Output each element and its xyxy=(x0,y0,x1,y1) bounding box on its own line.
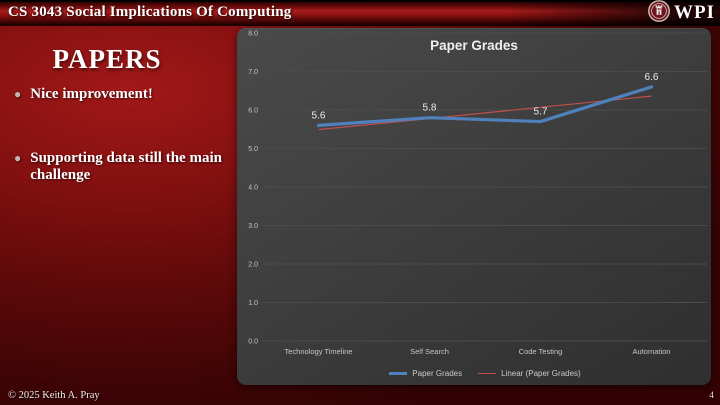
bullet-text: Nice improvement! xyxy=(30,86,153,102)
wpi-logo: WPI xyxy=(648,0,715,27)
slide-title: PAPERS xyxy=(52,44,162,74)
bullet-icon: ● xyxy=(14,151,22,165)
x-category-label: Self Search xyxy=(410,347,449,356)
legend-line-blue-icon xyxy=(389,372,408,375)
x-category-label: Automation xyxy=(633,347,671,356)
y-tick-label: 3.0 xyxy=(248,223,258,230)
bullet-item: ● Supporting data still the main challen… xyxy=(14,150,226,184)
y-tick-label: 2.0 xyxy=(248,262,258,269)
data-label: 5.7 xyxy=(534,107,548,118)
data-label: 5.6 xyxy=(312,110,326,121)
data-label: 6.6 xyxy=(645,72,659,83)
copyright-text: © 2025 Keith A. Pray xyxy=(8,390,100,401)
legend-item-linear: Linear (Paper Grades) xyxy=(478,369,581,378)
grade-line xyxy=(316,85,654,128)
x-category-label: Code Testing xyxy=(519,347,563,356)
paper-grades-chart: Paper Grades 0.0 1.0 2.0 3.0 4.0 5.0 6.0 7.0 8.0… xyxy=(237,28,711,385)
wpi-logo-text: WPI xyxy=(674,2,715,23)
bullet-text: Supporting data still the main challenge xyxy=(30,150,222,183)
legend-label: Paper Grades xyxy=(412,369,463,378)
y-tick-label: 8.0 xyxy=(248,31,258,38)
y-tick-label: 0.0 xyxy=(248,339,258,346)
data-label: 5.8 xyxy=(423,103,437,114)
y-tick-label: 1.0 xyxy=(248,300,258,307)
y-tick-label: 7.0 xyxy=(248,69,258,76)
title-bar: CS 3043 Social Implications Of Computing… xyxy=(0,0,720,26)
x-category-label: Technology Timeline xyxy=(285,347,353,356)
chart-legend: Paper Grades Linear (Paper Grades) xyxy=(263,369,707,378)
legend-label: Linear (Paper Grades) xyxy=(501,369,581,378)
y-tick-label: 4.0 xyxy=(248,185,258,192)
y-tick-label: 6.0 xyxy=(248,108,258,115)
y-tick-label: 5.0 xyxy=(248,146,258,153)
chart-canvas: Paper Grades 0.0 1.0 2.0 3.0 4.0 5.0 6.0 7.0 8.0… xyxy=(248,31,707,356)
wpi-seal-icon xyxy=(648,0,670,27)
trendline xyxy=(318,95,652,131)
legend-line-red-icon xyxy=(478,373,497,374)
legend-item-paper-grades: Paper Grades xyxy=(389,369,462,378)
bullet-item: ● Nice improvement! xyxy=(14,86,226,103)
bullet-icon: ● xyxy=(14,87,22,101)
bullet-list: ● Nice improvement! ● Supporting data st… xyxy=(14,86,226,184)
course-title: CS 3043 Social Implications Of Computing xyxy=(8,4,292,20)
chart-title: Paper Grades xyxy=(430,38,518,53)
page-number: 4 xyxy=(709,391,714,401)
